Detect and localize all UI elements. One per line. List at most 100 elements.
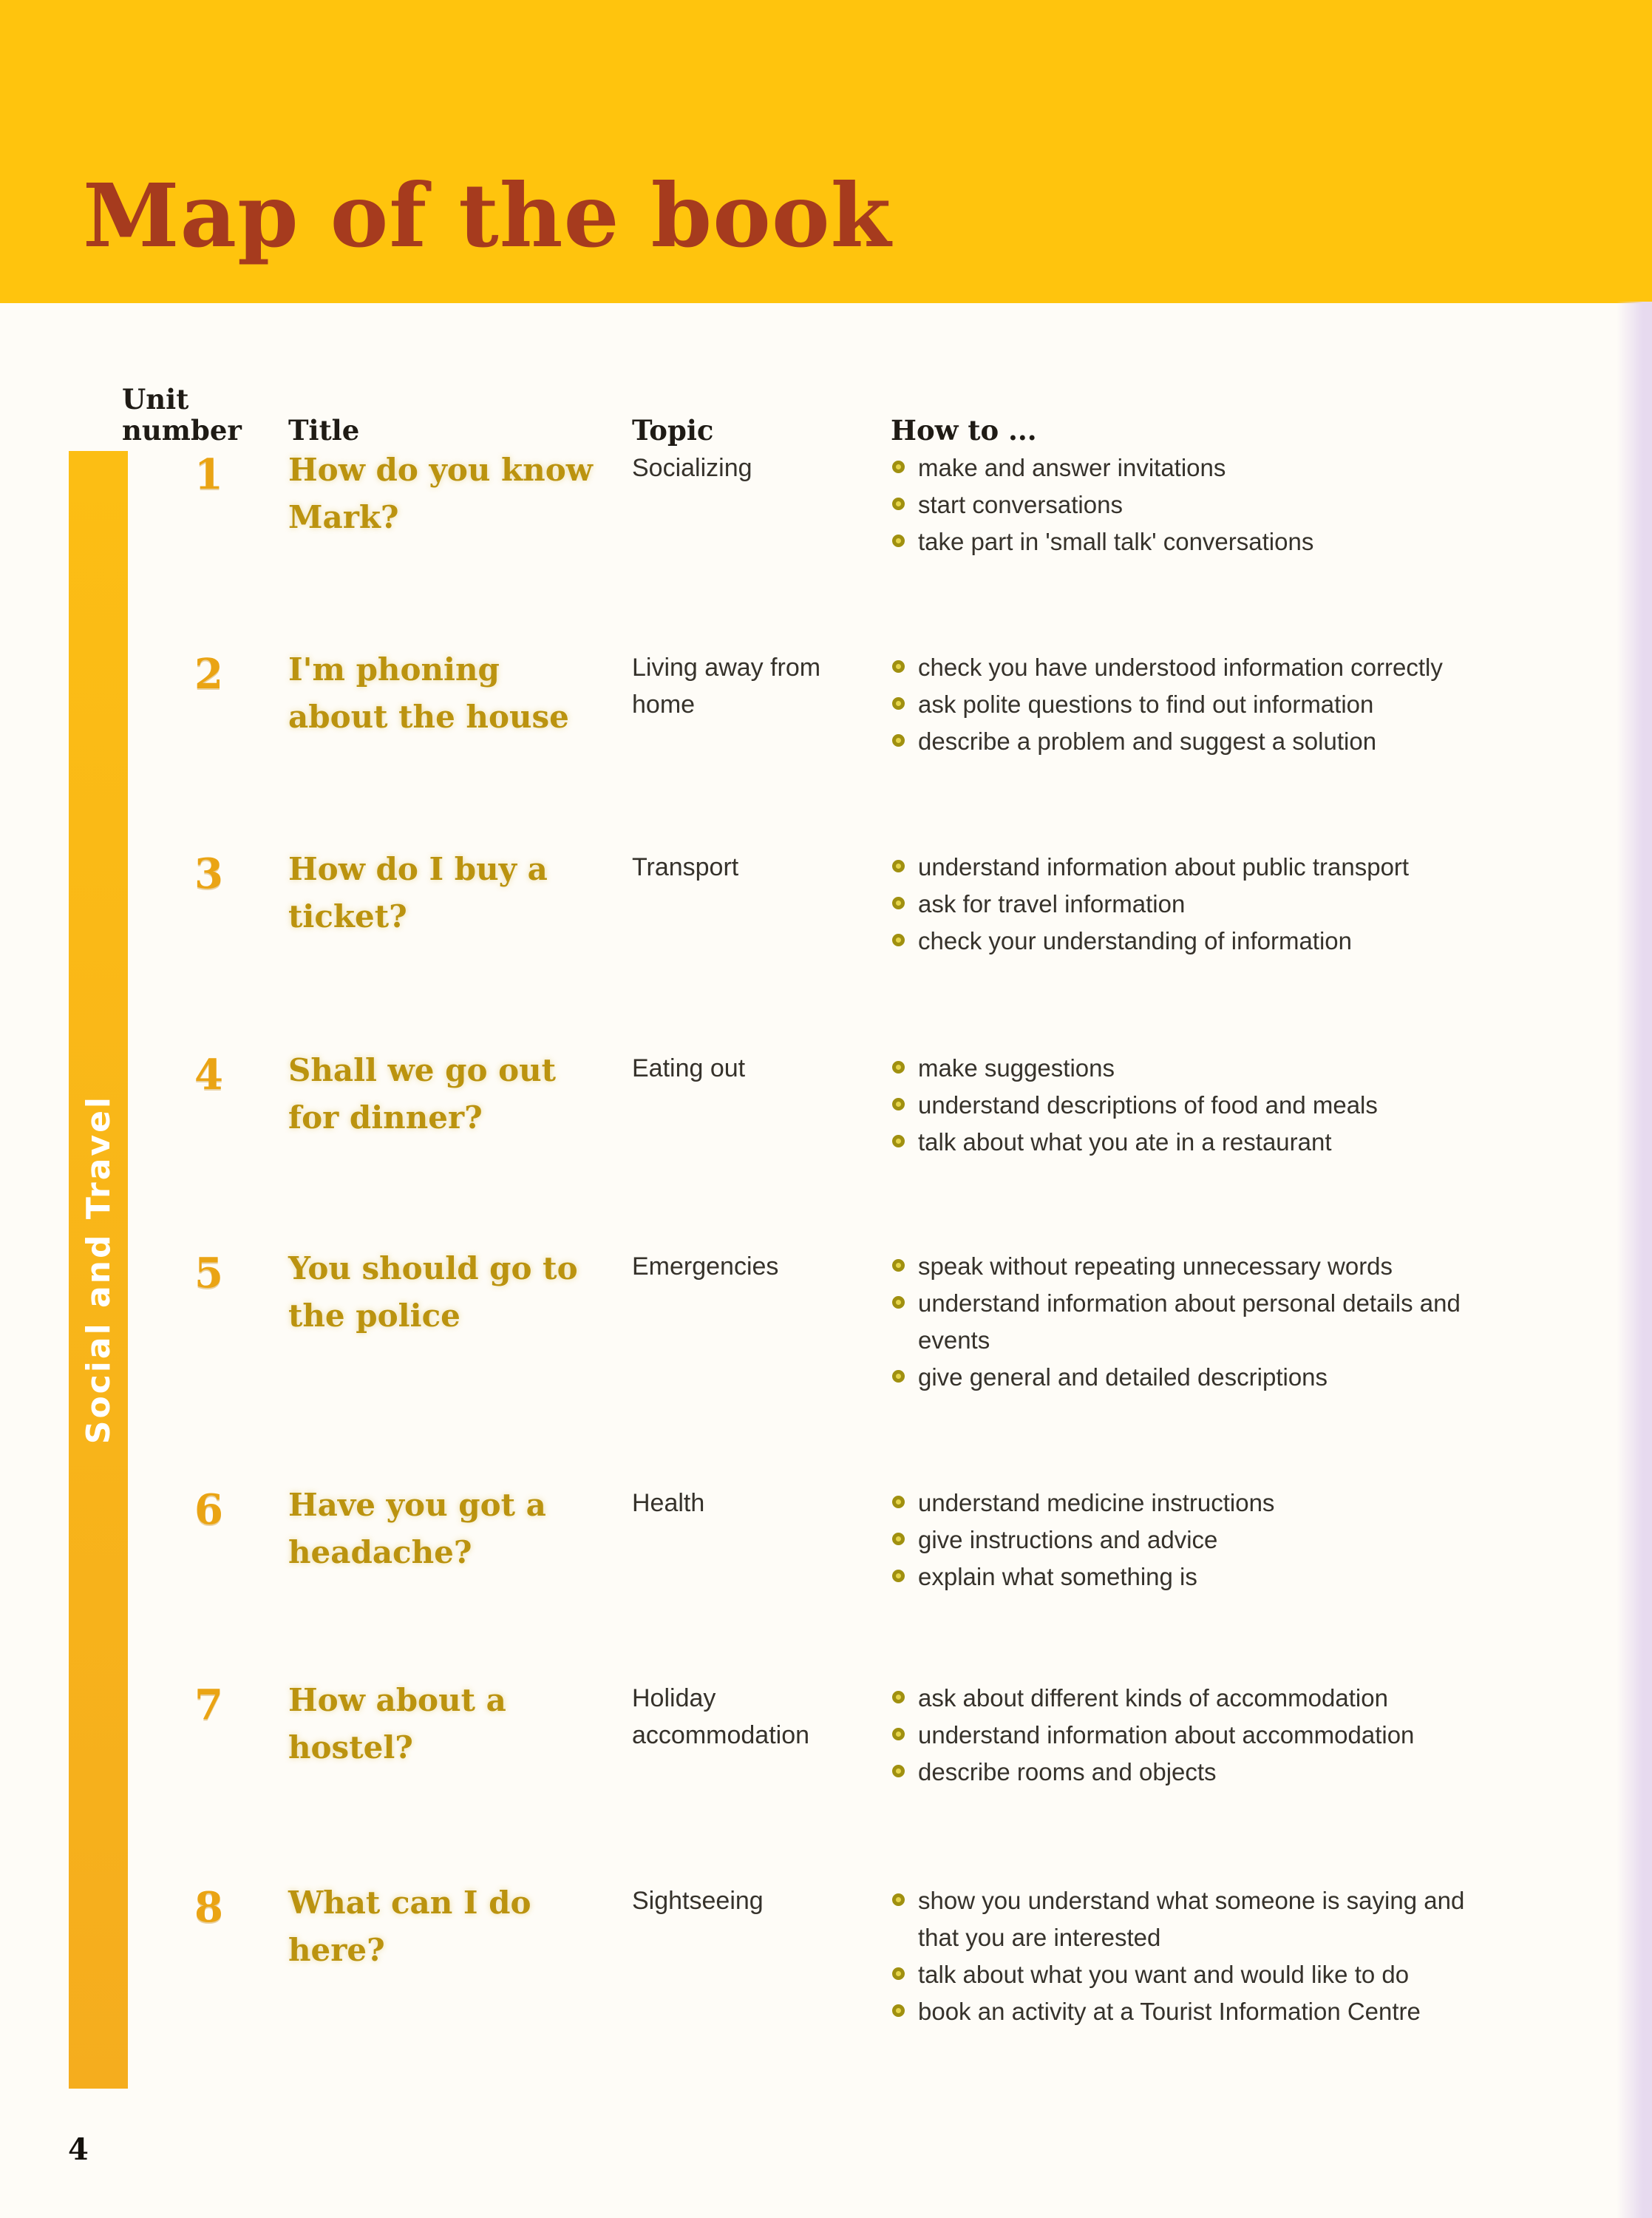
header-topic: Topic	[632, 414, 714, 447]
unit-topic: Holiday accommodation	[632, 1684, 810, 1749]
how-to-text: give instructions and advice	[918, 1526, 1218, 1553]
bullet-icon	[892, 461, 905, 473]
bullet-icon	[892, 1098, 905, 1110]
unit-topic: Health	[632, 1489, 705, 1517]
how-to-text: take part in 'small talk' conversations	[918, 528, 1314, 555]
how-to-item: understand medicine instructions	[891, 1485, 1622, 1522]
bullet-icon	[892, 1296, 905, 1309]
unit-row: 6 Have you got a headache? Health unders…	[122, 1485, 1622, 1683]
how-to-item: take part in 'small talk' conversations	[891, 523, 1622, 560]
bullet-icon	[892, 1533, 905, 1545]
bullet-icon	[892, 1893, 905, 1906]
how-to-text: explain what something is	[918, 1563, 1197, 1590]
how-to-item: understand information about personal de…	[891, 1285, 1622, 1359]
how-to-list: show you understand what someone is sayi…	[891, 1882, 1622, 2091]
unit-title: How about a hostel?	[288, 1682, 506, 1766]
bullet-icon	[892, 1765, 905, 1777]
bullet-icon	[892, 934, 905, 946]
how-to-item: talk about what you ate in a restaurant	[891, 1124, 1622, 1161]
how-to-text: book an activity at a Tourist Informatio…	[918, 1998, 1421, 2025]
how-to-text: describe a problem and suggest a solutio…	[918, 728, 1377, 755]
bullet-icon	[892, 1570, 905, 1582]
unit-number: 6	[194, 1485, 223, 1534]
unit-title: How do you know Mark?	[288, 452, 593, 535]
unit-number: 2	[194, 650, 223, 699]
bullet-icon	[892, 1135, 905, 1147]
how-to-text: talk about what you want and would like …	[918, 1961, 1410, 1988]
how-to-text: understand descriptions of food and meal…	[918, 1091, 1378, 1119]
unit-title: You should go to the police	[288, 1250, 578, 1334]
how-to-text: understand information about personal de…	[918, 1289, 1461, 1354]
how-to-item: describe a problem and suggest a solutio…	[891, 723, 1622, 760]
unit-row: 3 How do I buy a ticket? Transport under…	[122, 849, 1622, 1053]
how-to-item: speak without repeating unnecessary word…	[891, 1248, 1622, 1285]
unit-title: What can I do here?	[288, 1885, 531, 1968]
bullet-icon	[892, 535, 905, 547]
page-number: 4	[68, 2132, 89, 2167]
how-to-list: understand medicine instructions give ins…	[891, 1485, 1622, 1683]
how-to-text: give general and detailed descriptions	[918, 1363, 1328, 1391]
page-title: Map of the book	[83, 164, 892, 267]
bullet-icon	[892, 1259, 905, 1272]
unit-number: 4	[194, 1051, 223, 1099]
bullet-icon	[892, 734, 905, 747]
how-to-text: speak without repeating unnecessary word…	[918, 1252, 1393, 1280]
unit-number: 3	[194, 849, 223, 898]
unit-topic: Living away from home	[632, 654, 821, 719]
bullet-icon	[892, 1967, 905, 1980]
how-to-list: check you have understood information co…	[891, 649, 1622, 852]
unit-row: 8 What can I do here? Sightseeing show y…	[122, 1885, 1622, 2091]
how-to-text: ask about different kinds of accommodati…	[918, 1684, 1388, 1712]
how-to-text: talk about what you ate in a restaurant	[918, 1128, 1332, 1156]
how-to-item: ask polite questions to find out informa…	[891, 686, 1622, 723]
unit-number: 8	[194, 1883, 223, 1932]
how-to-list: understand information about public tran…	[891, 849, 1622, 1053]
how-to-text: show you understand what someone is sayi…	[918, 1887, 1465, 1951]
how-to-item: explain what something is	[891, 1559, 1622, 1595]
how-to-item: show you understand what someone is sayi…	[891, 1882, 1622, 1956]
bullet-icon	[892, 1728, 905, 1740]
header-how-to: How to ...	[891, 414, 1037, 447]
how-to-item: make suggestions	[891, 1050, 1622, 1087]
how-to-text: ask polite questions to find out informa…	[918, 691, 1374, 718]
how-to-item: understand information about accommodati…	[891, 1717, 1622, 1754]
bullet-icon	[892, 897, 905, 909]
unit-row: 7 How about a hostel? Holiday accommodat…	[122, 1680, 1622, 1885]
bullet-icon	[892, 1496, 905, 1508]
how-to-list: make suggestions understand descriptions …	[891, 1050, 1622, 1251]
bullet-icon	[892, 1061, 905, 1074]
how-to-item: talk about what you want and would like …	[891, 1956, 1622, 1993]
how-to-item: give general and detailed descriptions	[891, 1359, 1622, 1396]
units-table: Unit number Title Topic How to ... 1 How…	[122, 361, 1622, 2091]
bullet-icon	[892, 1370, 905, 1383]
how-to-item: book an activity at a Tourist Informatio…	[891, 1993, 1622, 2030]
how-to-list: speak without repeating unnecessary word…	[891, 1248, 1622, 1488]
unit-row: 2 I'm phoning about the house Living awa…	[122, 649, 1622, 852]
unit-number: 1	[194, 450, 223, 499]
section-label: Social and Travel	[79, 1095, 118, 1445]
bullet-icon	[892, 860, 905, 872]
how-to-text: make and answer invitations	[918, 454, 1226, 481]
how-to-item: understand information about public tran…	[891, 849, 1622, 886]
unit-title: How do I buy a ticket?	[288, 851, 548, 935]
bullet-icon	[892, 2004, 905, 2017]
table-body: 1 How do you know Mark? Socializing make…	[122, 452, 1622, 2091]
how-to-text: understand information about accommodati…	[918, 1721, 1415, 1749]
how-to-text: understand medicine instructions	[918, 1489, 1275, 1516]
unit-row: 4 Shall we go out for dinner? Eating out…	[122, 1050, 1622, 1251]
bullet-icon	[892, 1691, 905, 1703]
bullet-icon	[892, 697, 905, 710]
unit-title: I'm phoning about the house	[288, 651, 569, 735]
bullet-icon	[892, 660, 905, 673]
how-to-text: check your understanding of information	[918, 927, 1353, 954]
unit-row: 5 You should go to the police Emergencie…	[122, 1248, 1622, 1488]
unit-number: 7	[194, 1681, 223, 1729]
how-to-item: ask about different kinds of accommodati…	[891, 1680, 1622, 1717]
unit-topic: Socializing	[632, 454, 752, 482]
header-unit-number: Unit number	[122, 382, 242, 447]
how-to-text: understand information about public tran…	[918, 853, 1410, 881]
unit-topic: Eating out	[632, 1054, 746, 1082]
how-to-item: check your understanding of information	[891, 923, 1622, 960]
how-to-list: make and answer invitations start convers…	[891, 450, 1622, 652]
